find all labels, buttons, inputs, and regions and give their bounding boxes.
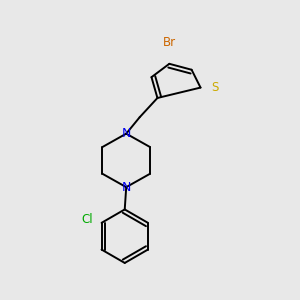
Text: N: N bbox=[122, 127, 131, 140]
Text: Br: Br bbox=[163, 36, 176, 49]
Text: S: S bbox=[211, 81, 218, 94]
Text: N: N bbox=[122, 181, 131, 194]
Text: Cl: Cl bbox=[81, 213, 93, 226]
